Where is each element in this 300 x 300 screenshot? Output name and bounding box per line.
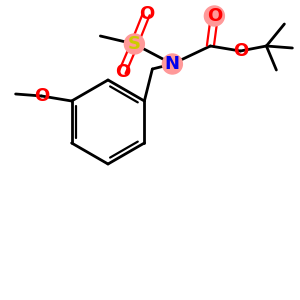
Text: O: O xyxy=(115,63,130,81)
Circle shape xyxy=(162,54,182,74)
Text: O: O xyxy=(139,5,154,23)
Text: O: O xyxy=(233,42,248,60)
Text: O: O xyxy=(34,87,49,105)
Text: S: S xyxy=(128,35,141,53)
Text: N: N xyxy=(165,55,180,73)
Text: O: O xyxy=(207,7,222,25)
Circle shape xyxy=(204,6,224,26)
Circle shape xyxy=(124,34,144,54)
